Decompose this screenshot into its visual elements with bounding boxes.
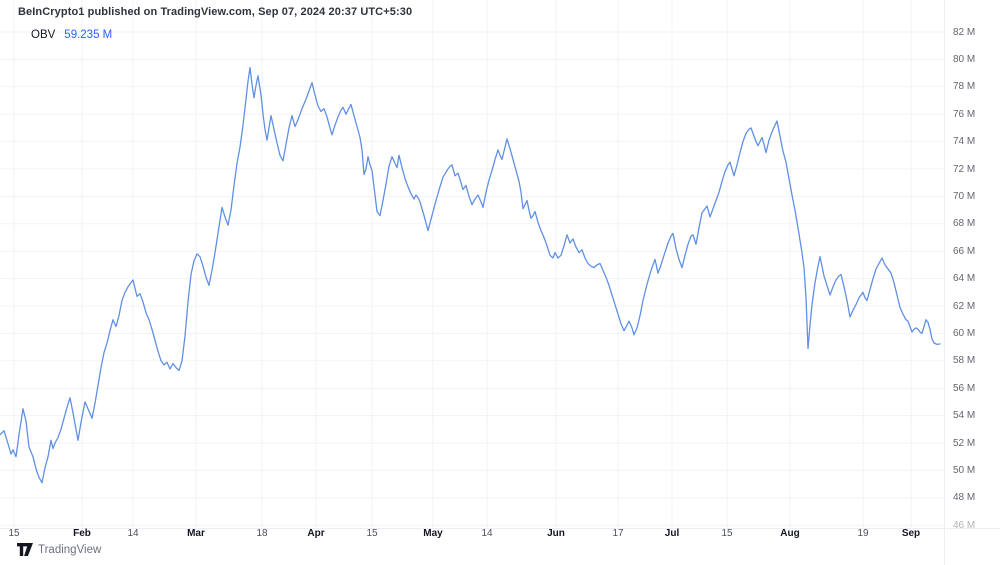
price-axis-label: 58 M [953,355,976,367]
price-axis-label: 52 M [953,437,976,449]
time-axis-month-label: Feb [73,528,91,539]
price-axis-label: 76 M [953,108,976,120]
time-axis-day-label: 18 [256,528,268,539]
price-axis-label: 74 M [953,136,976,148]
time-axis-month-label: Mar [187,528,205,539]
price-axis-label: 72 M [953,163,976,175]
price-axis-label: 56 M [953,382,976,394]
indicator-value: 59.235 M [64,29,113,41]
tradingview-brand-text[interactable]: TradingView [38,543,102,556]
price-axis-label: 62 M [953,300,976,312]
time-axis-month-label: May [423,528,443,539]
tradingview-attribution-logo[interactable]: TradingView [17,543,101,556]
price-axis-separator [944,0,945,565]
time-axis-day-label: 14 [127,528,139,539]
price-axis-label: 78 M [953,81,976,93]
time-axis-day-label: 14 [481,528,493,539]
price-axis-label: 82 M [953,26,976,38]
time-axis-month-label: Sep [901,528,921,539]
time-axis[interactable]: 15 Feb 14 Mar 18 Apr 15 May 14 Jun 17 Jul 15 Aug 19 Sep [0,526,944,544]
price-axis-label: 46 M [953,519,976,531]
attribution-text: BeInCrypto1 published on TradingView.com… [18,6,413,18]
time-axis-month-label: Jul [664,528,680,539]
price-axis-label: 66 M [953,245,976,257]
time-axis-month-label: Jun [547,528,565,539]
price-axis-label: 68 M [953,218,976,230]
vertical-gridlines [13,0,912,528]
time-axis-day-label: 15 [8,528,20,539]
snapshot-header: BeInCrypto1 published on TradingView.com… [18,6,413,41]
price-axis-label: 70 M [953,190,976,202]
indicator-name: OBV [31,29,56,41]
horizontal-gridlines [0,31,944,526]
time-axis-day-label: 19 [857,528,869,539]
time-axis-month-label: Aug [780,528,800,539]
price-axis-label: 60 M [953,327,976,339]
obv-line-series [0,66,941,484]
chart-plot-area[interactable] [0,0,944,565]
time-axis-month-label: Apr [307,528,325,539]
time-axis-day-label: 15 [721,528,733,539]
price-axis-label: 54 M [953,410,976,422]
price-axis-label: 50 M [953,464,976,476]
time-axis-day-label: 17 [612,528,624,539]
tradingview-logo-icon[interactable] [17,543,33,556]
price-axis-label: 64 M [953,273,976,285]
price-axis[interactable]: 82 M 80 M 78 M 76 M 74 M 72 M 70 M 68 M 66 M 64 M… [944,0,1000,565]
price-axis-label: 48 M [953,492,976,504]
price-axis-label: 80 M [953,53,976,65]
indicator-legend: OBV 59.235 M [31,25,112,43]
time-axis-day-label: 15 [366,528,378,539]
time-axis-separator [0,528,1000,529]
